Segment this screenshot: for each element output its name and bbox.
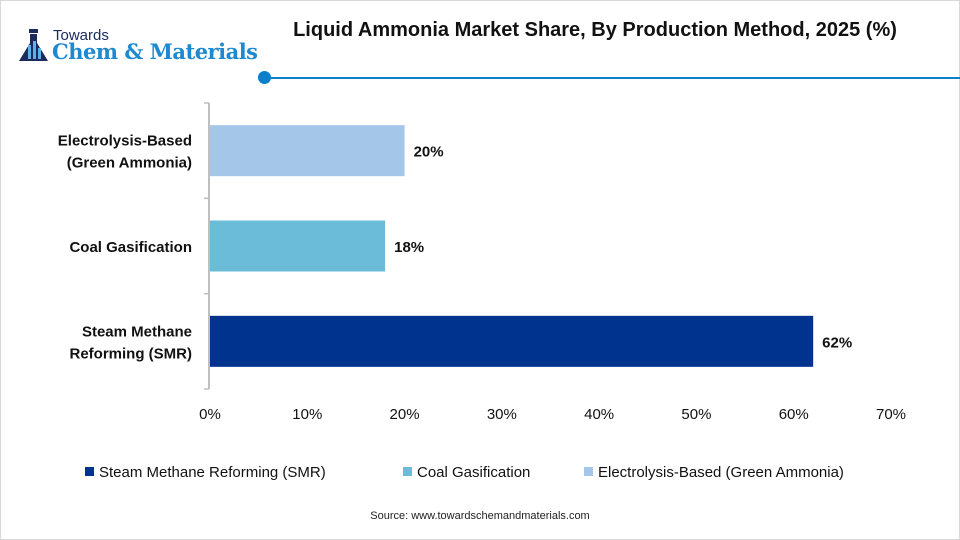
bar-2 xyxy=(210,125,405,177)
logo-brand: Chem & Materials xyxy=(52,39,258,64)
x-tick-label: 10% xyxy=(292,406,322,423)
x-tick-label: 20% xyxy=(390,406,420,423)
category-label-2: Electrolysis-Based xyxy=(58,133,192,150)
category-label-1: Coal Gasification xyxy=(69,239,192,256)
category-label-0: Steam Methane xyxy=(82,323,192,340)
bar-1 xyxy=(210,220,386,272)
x-tick-label: 60% xyxy=(779,406,809,423)
legend-label-1: Coal Gasification xyxy=(417,464,530,481)
legend-swatch-1 xyxy=(403,467,412,476)
legend-label-2: Electrolysis-Based (Green Ammonia) xyxy=(598,464,844,481)
title-dot xyxy=(258,71,271,84)
category-label-0: Reforming (SMR) xyxy=(70,345,193,362)
x-tick-label: 50% xyxy=(681,406,711,423)
legend-label-0: Steam Methane Reforming (SMR) xyxy=(99,464,326,481)
category-label-2: (Green Ammonia) xyxy=(67,155,192,172)
legend-swatch-0 xyxy=(85,467,94,476)
bar-0 xyxy=(210,315,814,367)
x-tick-label: 40% xyxy=(584,406,614,423)
data-label-1: 18% xyxy=(394,239,424,256)
x-tick-label: 70% xyxy=(876,406,906,423)
logo-towards: Towards xyxy=(53,27,109,44)
x-tick-label: 0% xyxy=(199,406,221,423)
x-tick-label: 30% xyxy=(487,406,517,423)
data-label-0: 62% xyxy=(822,334,852,351)
title-rule xyxy=(265,77,960,79)
chart-title: Liquid Ammonia Market Share, By Producti… xyxy=(293,19,897,41)
source: Source: www.towardschemandmaterials.com xyxy=(370,510,590,522)
flask-icon xyxy=(19,29,48,61)
legend-swatch-2 xyxy=(584,467,593,476)
data-label-2: 20% xyxy=(414,144,444,161)
